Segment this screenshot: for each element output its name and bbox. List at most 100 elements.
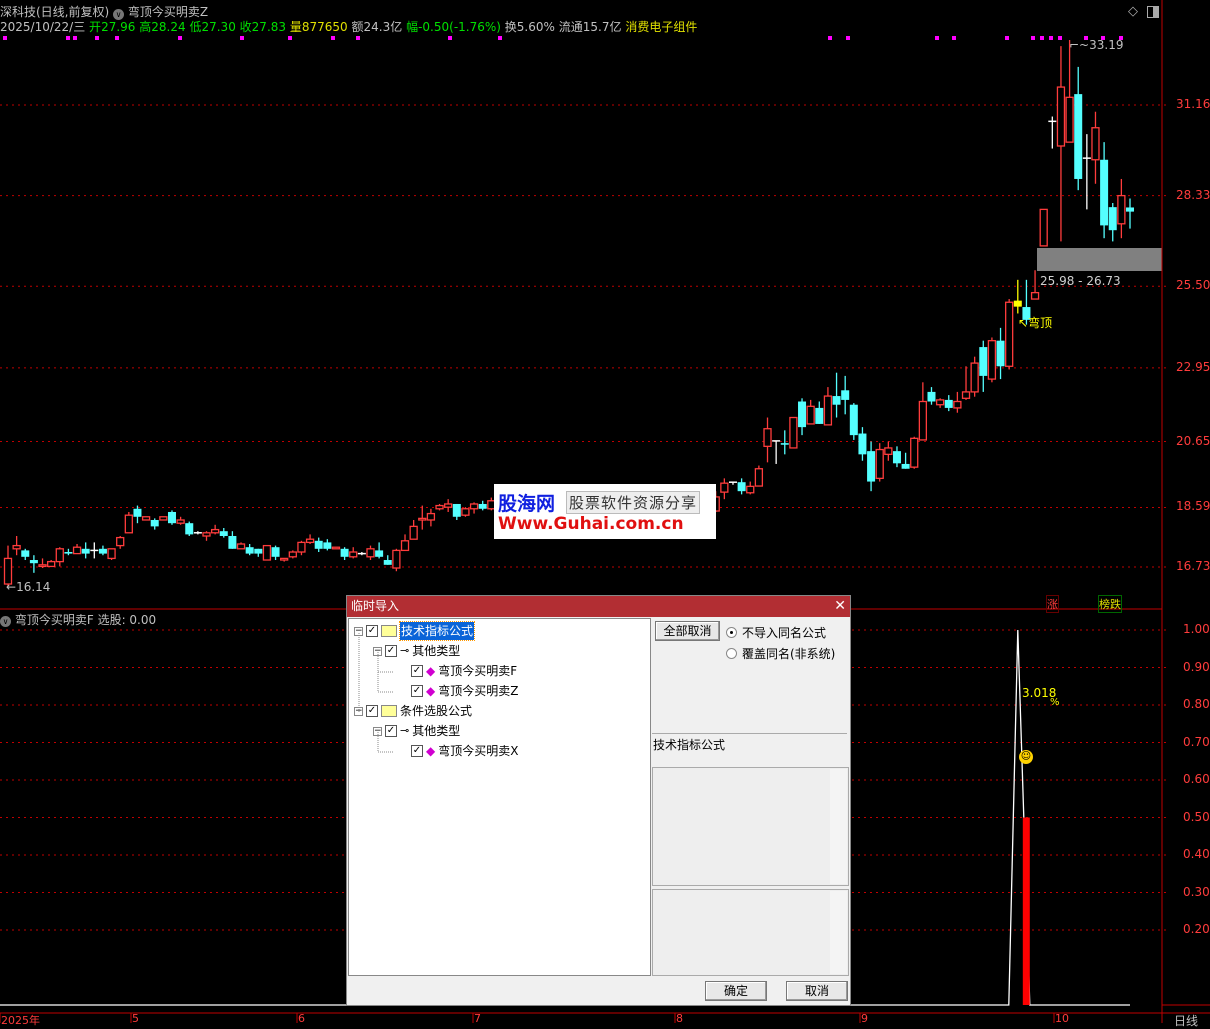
candle[interactable] bbox=[823, 387, 833, 426]
candle[interactable] bbox=[81, 542, 90, 559]
checkbox[interactable]: ✓ bbox=[366, 705, 378, 717]
candle[interactable] bbox=[720, 478, 729, 500]
checkbox[interactable]: ✓ bbox=[411, 685, 423, 697]
indicator-menu-icon[interactable]: ∨ bbox=[113, 9, 125, 20]
deselect-all-button[interactable]: 全部取消 bbox=[655, 621, 720, 641]
candle[interactable] bbox=[875, 443, 884, 482]
candle[interactable] bbox=[210, 524, 220, 535]
rise-tag[interactable]: 涨 bbox=[1046, 595, 1059, 613]
candle[interactable] bbox=[815, 401, 824, 424]
candle[interactable] bbox=[1108, 202, 1117, 242]
ok-button[interactable]: 确定 bbox=[705, 981, 767, 1001]
candle[interactable] bbox=[202, 531, 211, 541]
candle[interactable] bbox=[789, 416, 798, 449]
candle[interactable] bbox=[400, 534, 410, 552]
tree-node-other-types[interactable]: − ✓ ⊸ 其他类型 bbox=[373, 642, 460, 660]
candle[interactable] bbox=[1117, 178, 1126, 239]
candle[interactable] bbox=[245, 544, 254, 556]
candle[interactable] bbox=[469, 502, 479, 514]
candle[interactable] bbox=[254, 548, 263, 557]
candle[interactable] bbox=[910, 436, 919, 469]
candle[interactable] bbox=[409, 519, 418, 540]
candle[interactable] bbox=[1013, 279, 1022, 314]
collapse-icon[interactable]: − bbox=[373, 645, 382, 656]
rank-tag[interactable]: 榜跌 bbox=[1098, 595, 1122, 613]
candle[interactable] bbox=[375, 542, 384, 559]
candle[interactable] bbox=[798, 398, 807, 436]
candle[interactable] bbox=[1091, 111, 1100, 184]
candle[interactable] bbox=[728, 481, 737, 485]
candle[interactable] bbox=[1100, 142, 1109, 239]
candle[interactable] bbox=[987, 337, 997, 383]
candle[interactable] bbox=[1056, 46, 1066, 242]
candle[interactable] bbox=[1074, 66, 1083, 191]
candle[interactable] bbox=[1126, 198, 1134, 229]
candle[interactable] bbox=[746, 481, 755, 495]
candle[interactable] bbox=[55, 547, 64, 567]
candle[interactable] bbox=[418, 505, 427, 530]
candle[interactable] bbox=[444, 499, 453, 512]
candle[interactable] bbox=[107, 548, 116, 561]
candle[interactable] bbox=[918, 382, 928, 441]
candle[interactable] bbox=[159, 516, 168, 521]
collapse-icon[interactable]: − bbox=[354, 625, 363, 636]
candle[interactable] bbox=[737, 478, 746, 495]
candle[interactable] bbox=[236, 542, 246, 550]
candle[interactable] bbox=[901, 452, 910, 469]
candle[interactable] bbox=[780, 430, 789, 455]
scrollbar[interactable] bbox=[830, 769, 847, 884]
checkbox[interactable]: ✓ bbox=[411, 665, 423, 677]
radio-button[interactable] bbox=[726, 627, 737, 638]
candle[interactable] bbox=[806, 399, 815, 425]
radio-button[interactable] bbox=[726, 648, 737, 659]
candle[interactable] bbox=[314, 537, 323, 553]
cancel-button[interactable]: 取消 bbox=[786, 981, 848, 1001]
tree-node-formula-z[interactable]: ✓ ◆ 弯顶今买明卖Z bbox=[411, 682, 518, 700]
tree-node-other-types[interactable]: − ✓ ⊸ 其他类型 bbox=[373, 722, 460, 740]
candle[interactable] bbox=[185, 521, 194, 536]
candle[interactable] bbox=[38, 558, 47, 569]
candle[interactable] bbox=[754, 465, 764, 487]
candle[interactable] bbox=[228, 531, 237, 549]
candle[interactable] bbox=[219, 527, 228, 538]
candle[interactable] bbox=[167, 510, 176, 525]
indicator-menu-icon[interactable]: ∨ bbox=[0, 616, 11, 627]
sector-link[interactable]: 消费电子组件 bbox=[625, 20, 698, 34]
candle[interactable] bbox=[150, 518, 159, 530]
candle[interactable] bbox=[1022, 279, 1031, 325]
candle[interactable] bbox=[392, 548, 401, 572]
candle[interactable] bbox=[90, 542, 99, 559]
tree-node-formula-x[interactable]: ✓ ◆ 弯顶今买明卖X bbox=[411, 742, 518, 760]
candle[interactable] bbox=[29, 555, 38, 573]
detail-box[interactable] bbox=[652, 889, 849, 976]
candle[interactable] bbox=[1082, 134, 1091, 210]
candle[interactable] bbox=[47, 560, 56, 568]
candle[interactable] bbox=[435, 503, 444, 511]
candle[interactable] bbox=[297, 540, 306, 556]
candle[interactable] bbox=[832, 372, 841, 418]
tree-node-formula-f[interactable]: ✓ ◆ 弯顶今买明卖F bbox=[411, 662, 517, 680]
candle[interactable] bbox=[849, 403, 858, 440]
candle[interactable] bbox=[1005, 299, 1014, 370]
checkbox[interactable]: ✓ bbox=[385, 645, 397, 657]
candle[interactable] bbox=[262, 544, 272, 561]
candle[interactable] bbox=[858, 427, 867, 461]
candle[interactable] bbox=[133, 505, 142, 524]
candle[interactable] bbox=[12, 535, 21, 556]
collapse-icon[interactable]: − bbox=[354, 705, 363, 716]
close-icon[interactable]: ✕ bbox=[834, 598, 846, 614]
candle[interactable] bbox=[124, 511, 133, 534]
candle[interactable] bbox=[340, 547, 349, 561]
candle[interactable] bbox=[383, 555, 392, 565]
candle[interactable] bbox=[935, 398, 945, 408]
lower-indicator-name[interactable]: 弯顶今买明卖F bbox=[14, 613, 94, 627]
candle[interactable] bbox=[3, 545, 13, 586]
radio-skip-duplicates[interactable]: 不导入同名公式 bbox=[726, 624, 826, 641]
candle[interactable] bbox=[331, 546, 341, 550]
formula-tree[interactable]: − ✓ 技术指标公式 − ✓ ⊸ 其他类型 ✓ ◆ 弯顶今买明卖F ✓ ◆ 弯顶今买明卖Z − ✓ 条… bbox=[348, 618, 651, 976]
candle[interactable] bbox=[141, 516, 151, 521]
radio-overwrite-duplicates[interactable]: 覆盖同名(非系统) bbox=[726, 645, 835, 662]
candle[interactable] bbox=[64, 548, 73, 556]
tree-node-screening-formulas[interactable]: − ✓ 条件选股公式 bbox=[354, 702, 472, 720]
candle[interactable] bbox=[349, 547, 358, 559]
